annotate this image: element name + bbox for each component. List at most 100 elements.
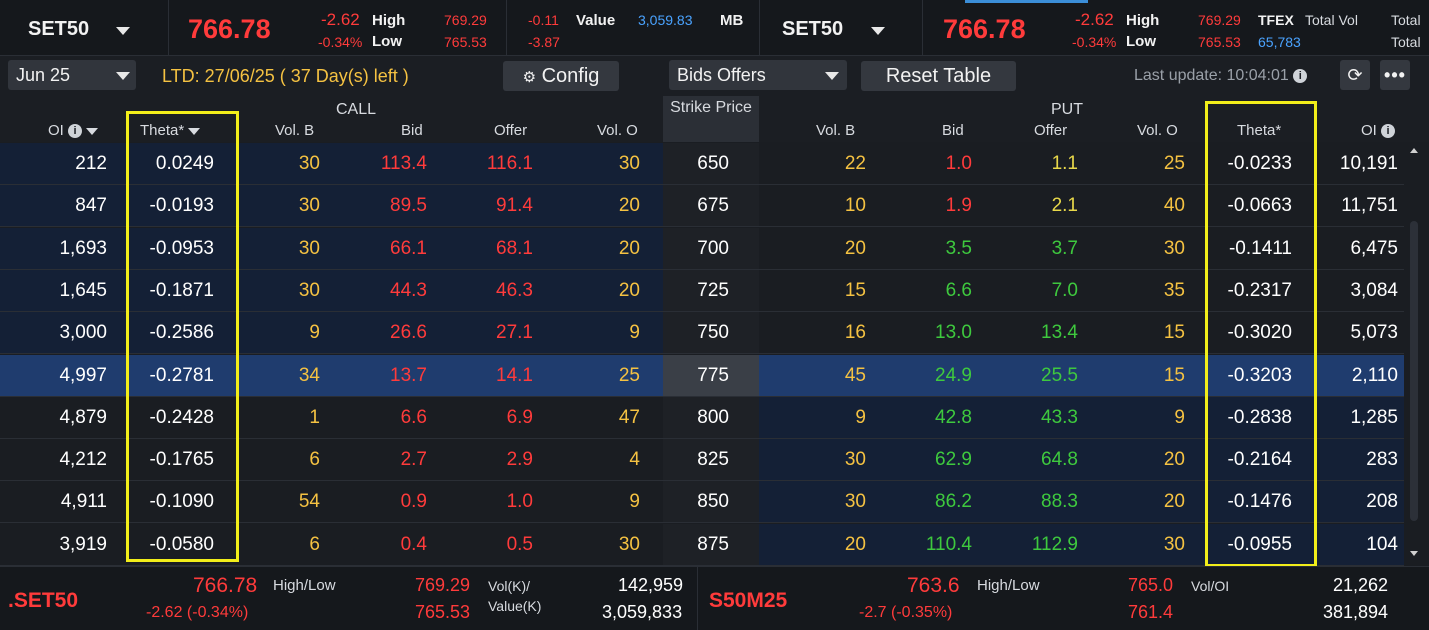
sort-down-icon[interactable] xyxy=(86,127,99,135)
cell-put-bid[interactable]: 110.4 xyxy=(925,533,972,555)
cell-put-offer[interactable]: 7.0 xyxy=(1051,279,1078,301)
cell-put-offer[interactable]: 3.7 xyxy=(1051,237,1078,259)
col-put-volb[interactable]: Vol. B xyxy=(816,122,856,139)
cell-put-bid[interactable]: 1.0 xyxy=(945,153,972,174)
strike-bg xyxy=(663,143,759,184)
col-strike-price[interactable]: Strike Price xyxy=(663,96,759,142)
cell-call-volb: 6 xyxy=(309,449,320,471)
col-put-theta[interactable]: Theta* xyxy=(1237,122,1282,139)
cell-put-bid[interactable]: 13.0 xyxy=(935,322,972,344)
call-side-bg xyxy=(0,227,663,269)
cell-call-oi: 4,879 xyxy=(59,406,107,428)
ticker-symbol-right[interactable]: SET50 xyxy=(782,18,844,40)
scrollbar[interactable] xyxy=(1406,143,1422,563)
config-button[interactable]: ⚙ Config xyxy=(503,61,619,91)
cell-put-bid[interactable]: 1.9 xyxy=(945,195,972,217)
cell-put-offer[interactable]: 1.1 xyxy=(1051,153,1078,174)
sort-down-icon[interactable] xyxy=(188,127,201,135)
cell-call-offer[interactable]: 91.4 xyxy=(496,195,533,217)
col-call-oi[interactable]: OI i xyxy=(48,122,99,139)
table-row[interactable]: 212 0.0249 30 113.4 116.1 30 650 22 1.0 1.1 25 -0.0… xyxy=(0,143,1404,185)
cell-call-bid[interactable]: 0.4 xyxy=(400,533,427,555)
cell-call-bid[interactable]: 6.6 xyxy=(400,406,427,428)
strike-bg xyxy=(663,269,759,311)
col-call-volo[interactable]: Vol. O xyxy=(597,122,638,139)
cell-put-bid[interactable]: 42.8 xyxy=(935,406,972,428)
cell-call-offer[interactable]: 14.1 xyxy=(496,364,533,386)
cell-put-theta: -0.0955 xyxy=(1227,533,1292,555)
row-divider xyxy=(0,184,1404,185)
col-put-offer[interactable]: Offer xyxy=(1034,122,1068,139)
footer-symbol-right[interactable]: S50M25 xyxy=(709,589,788,612)
put-side-bg xyxy=(759,185,1404,227)
col-put-bid[interactable]: Bid xyxy=(942,122,964,139)
info-icon[interactable]: i xyxy=(68,124,83,139)
cell-put-offer[interactable]: 43.3 xyxy=(1041,406,1078,428)
cell-put-offer[interactable]: 64.8 xyxy=(1041,449,1078,471)
cell-call-offer[interactable]: 116.1 xyxy=(486,153,533,174)
chevron-down-icon[interactable] xyxy=(871,27,885,35)
cell-put-bid[interactable]: 86.2 xyxy=(935,491,972,513)
strike-bg xyxy=(663,185,759,227)
cell-put-bid[interactable]: 24.9 xyxy=(935,364,972,386)
cell-put-offer[interactable]: 2.1 xyxy=(1051,195,1078,217)
table-row[interactable]: 3,000 -0.2586 9 26.6 27.1 9 750 16 13.0 13.4 15 -0.… xyxy=(0,312,1404,355)
reset-table-button[interactable]: Reset Table xyxy=(861,61,1016,91)
view-select[interactable]: Bids Offers xyxy=(669,60,847,90)
cell-put-bid[interactable]: 3.5 xyxy=(945,237,972,259)
col-put-volo[interactable]: Vol. O xyxy=(1137,122,1178,139)
table-row[interactable]: 4,911 -0.1090 54 0.9 1.0 9 850 30 86.2 88.3 20 -0.1… xyxy=(0,481,1404,524)
total-vol-label: Total Vol xyxy=(1305,12,1358,28)
cell-call-bid[interactable]: 2.7 xyxy=(400,449,427,471)
cell-call-offer[interactable]: 46.3 xyxy=(496,279,533,301)
ticker-symbol-left[interactable]: SET50 xyxy=(28,18,90,40)
table-row[interactable]: 4,997 -0.2781 34 13.7 14.1 25 775 45 24.9 25.5 15 -… xyxy=(0,354,1404,397)
cell-put-volo: 9 xyxy=(1174,406,1185,428)
cell-call-bid[interactable]: 89.5 xyxy=(390,195,427,217)
col-put-oi[interactable]: OI i xyxy=(1361,122,1396,139)
cell-call-offer[interactable]: 27.1 xyxy=(496,322,533,344)
cell-strike: 750 xyxy=(697,322,729,344)
cell-call-bid[interactable]: 13.7 xyxy=(390,364,427,386)
cell-call-bid[interactable]: 44.3 xyxy=(390,279,427,301)
table-row[interactable]: 1,645 -0.1871 30 44.3 46.3 20 725 15 6.6 7.0 35 -0.… xyxy=(0,269,1404,312)
footer-symbol-left[interactable]: .SET50 xyxy=(8,589,79,612)
table-row[interactable]: 847 -0.0193 30 89.5 91.4 20 675 10 1.9 2.1 40 -0.06… xyxy=(0,185,1404,228)
cell-put-offer[interactable]: 112.9 xyxy=(1031,533,1078,555)
cell-call-bid[interactable]: 26.6 xyxy=(390,322,427,344)
refresh-button[interactable]: ⟳ xyxy=(1340,60,1370,90)
cell-call-bid[interactable]: 0.9 xyxy=(400,491,427,513)
col-call-bid[interactable]: Bid xyxy=(401,122,423,139)
table-row[interactable]: 3,919 -0.0580 6 0.4 0.5 30 875 20 110.4 112.9 30 -0… xyxy=(0,523,1404,566)
cell-put-offer[interactable]: 13.4 xyxy=(1041,322,1078,344)
cell-call-offer[interactable]: 2.9 xyxy=(506,449,533,471)
col-call-volb[interactable]: Vol. B xyxy=(275,122,315,139)
cell-call-volb: 30 xyxy=(298,279,320,301)
col-call-theta[interactable]: Theta* xyxy=(140,122,201,139)
info-icon[interactable]: i xyxy=(1293,68,1308,83)
col-call-offer[interactable]: Offer xyxy=(494,122,528,139)
scroll-up-icon[interactable] xyxy=(1410,148,1418,153)
put-side-bg xyxy=(759,481,1404,523)
scroll-thumb[interactable] xyxy=(1410,221,1418,521)
more-button[interactable]: ••• xyxy=(1380,60,1410,90)
table-row[interactable]: 4,879 -0.2428 1 6.6 6.9 47 800 9 42.8 43.3 9 -0.283… xyxy=(0,396,1404,439)
scroll-down-icon[interactable] xyxy=(1410,551,1418,556)
table-row[interactable]: 1,693 -0.0953 30 66.1 68.1 20 700 20 3.5 3.7 30 -0.… xyxy=(0,227,1404,270)
cell-call-offer[interactable]: 6.9 xyxy=(506,406,533,428)
series-select[interactable]: Jun 25 xyxy=(8,60,136,90)
row-divider xyxy=(0,310,1404,312)
chevron-down-icon[interactable] xyxy=(116,27,130,35)
info-icon[interactable]: i xyxy=(1381,124,1396,139)
cell-put-bid[interactable]: 6.6 xyxy=(945,279,972,301)
cell-call-offer[interactable]: 68.1 xyxy=(496,237,533,259)
cell-call-offer[interactable]: 0.5 xyxy=(506,533,533,555)
cell-put-offer[interactable]: 25.5 xyxy=(1041,364,1078,386)
table-row[interactable]: 4,212 -0.1765 6 2.7 2.9 4 825 30 62.9 64.8 20 -0.21… xyxy=(0,439,1404,482)
cell-put-bid[interactable]: 62.9 xyxy=(935,449,972,471)
cell-call-bid[interactable]: 66.1 xyxy=(390,237,427,259)
cell-put-oi: 10,191 xyxy=(1339,153,1398,174)
cell-call-offer[interactable]: 1.0 xyxy=(506,491,533,513)
cell-call-bid[interactable]: 113.4 xyxy=(380,153,427,174)
cell-put-offer[interactable]: 88.3 xyxy=(1041,491,1078,513)
